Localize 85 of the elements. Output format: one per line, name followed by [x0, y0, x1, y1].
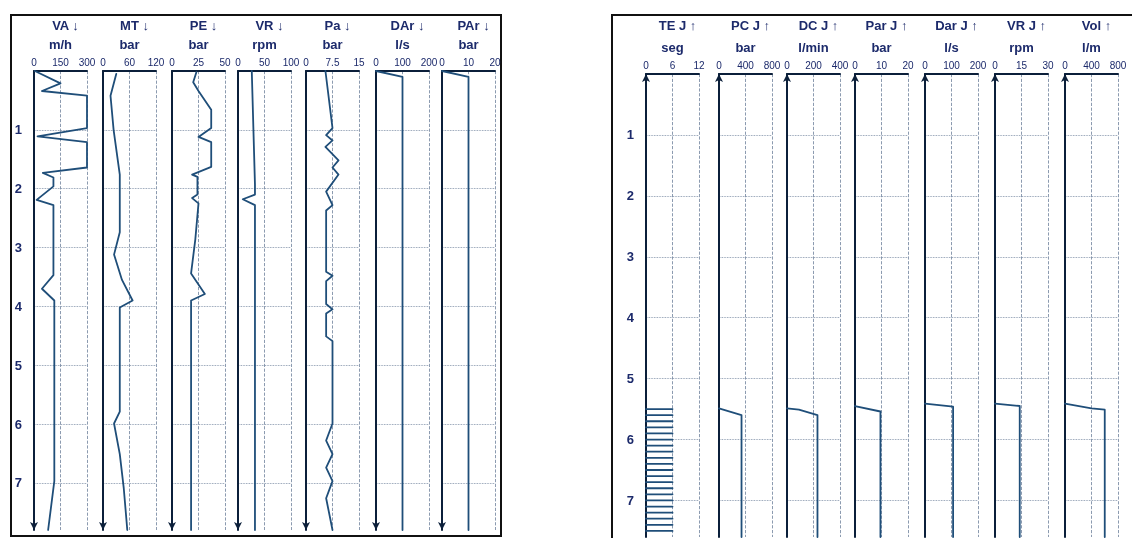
x-tick-label: 30	[1042, 59, 1054, 71]
x-tick-label: 50	[258, 56, 271, 68]
x-axis-title: seg	[661, 40, 684, 55]
chart-title: PAr ↓	[457, 18, 490, 33]
x-tick-label: 25	[192, 56, 205, 68]
chart-title: Vol ↑	[1081, 18, 1112, 33]
x-tick-label: 400	[831, 59, 849, 71]
x-tick-label: 100	[282, 56, 300, 68]
x-tick-label: 100	[943, 59, 961, 71]
chart-title: VA ↓	[52, 18, 79, 33]
x-axis-title: bar	[735, 40, 756, 55]
chart-title: Dar J ↑	[935, 18, 978, 33]
x-axis-title: bar	[322, 37, 343, 52]
x-axis-title: l/min	[798, 40, 829, 55]
x-axis-title: l/m	[1082, 40, 1101, 55]
x-axis-title: bar	[188, 37, 209, 52]
x-axis-title: l/s	[395, 37, 410, 52]
y-tick-label: 2	[14, 181, 22, 197]
x-tick-label: 0	[922, 59, 929, 71]
x-tick-label: 0	[169, 56, 176, 68]
x-tick-label: 15	[353, 56, 365, 68]
x-tick-label: 15	[1015, 59, 1028, 71]
x-tick-label: 20	[902, 59, 914, 71]
x-tick-label: 10	[875, 59, 888, 71]
chart-title: Par J ↑	[865, 18, 908, 33]
y-tick-label: 5	[14, 357, 22, 373]
chart-title: PE ↓	[189, 18, 218, 33]
x-tick-label: 400	[737, 59, 755, 71]
x-tick-label: 400	[1083, 59, 1101, 71]
x-tick-label: 0	[716, 59, 723, 71]
x-tick-label: 0	[303, 56, 310, 68]
line-series	[33, 70, 88, 531]
chart-title: MT ↓	[120, 18, 149, 33]
y-tick-label: 7	[626, 492, 634, 508]
chart-title: PC J ↑	[730, 18, 771, 33]
x-axis-title: rpm	[252, 37, 277, 52]
x-tick-label: 0	[235, 56, 242, 68]
y-tick-label: 6	[626, 432, 634, 448]
x-tick-label: 0	[784, 59, 791, 71]
x-tick-label: 7.5	[325, 56, 340, 68]
x-tick-label: 150	[52, 56, 70, 68]
x-tick-label: 12	[693, 59, 705, 71]
x-tick-label: 6	[669, 59, 676, 71]
x-tick-label: 0	[100, 56, 107, 68]
y-tick-label: 3	[626, 249, 634, 265]
y-tick-label: 6	[14, 416, 22, 432]
x-tick-label: 0	[31, 56, 38, 68]
chart-title: DAr ↓	[390, 18, 425, 33]
x-tick-label: 50	[219, 56, 231, 68]
x-tick-label: 800	[1109, 59, 1127, 71]
chart-title: Pa ↓	[324, 18, 351, 33]
x-axis-title: bar	[119, 37, 140, 52]
y-tick-label: 2	[626, 188, 634, 204]
x-tick-label: 300	[78, 56, 96, 68]
chart-title: TE J ↑	[658, 18, 697, 33]
x-tick-label: 60	[123, 56, 136, 68]
y-tick-label: 4	[626, 310, 635, 326]
y-tick-label: 3	[14, 240, 22, 256]
x-tick-label: 200	[420, 56, 438, 68]
x-axis-title: m/h	[48, 37, 73, 52]
y-tick-label: 5	[626, 371, 634, 387]
x-tick-label: 20	[489, 56, 501, 68]
chart-title: VR ↓	[255, 18, 284, 33]
y-tick-label: 7	[14, 475, 22, 491]
x-axis-title: rpm	[1009, 40, 1034, 55]
y-tick-label: 1	[626, 127, 634, 143]
x-tick-label: 200	[805, 59, 823, 71]
x-axis-title: l/s	[944, 40, 959, 55]
x-tick-label: 0	[373, 56, 380, 68]
x-tick-label: 10	[462, 56, 475, 68]
x-tick-label: 0	[852, 59, 859, 71]
x-tick-label: 0	[992, 59, 999, 71]
x-tick-label: 0	[439, 56, 446, 68]
chart-title: DC J ↑	[798, 18, 839, 33]
x-tick-label: 0	[1062, 59, 1069, 71]
x-tick-label: 200	[969, 59, 987, 71]
x-axis-title: bar	[871, 40, 892, 55]
chart-title: VR J ↑	[1006, 18, 1047, 33]
y-tick-label: 1	[14, 122, 22, 138]
x-tick-label: 0	[643, 59, 650, 71]
x-axis-title: bar	[458, 37, 479, 52]
x-tick-label: 800	[763, 59, 781, 71]
y-tick-label: 4	[14, 298, 23, 314]
x-tick-label: 100	[394, 56, 412, 68]
x-tick-label: 120	[147, 56, 165, 68]
